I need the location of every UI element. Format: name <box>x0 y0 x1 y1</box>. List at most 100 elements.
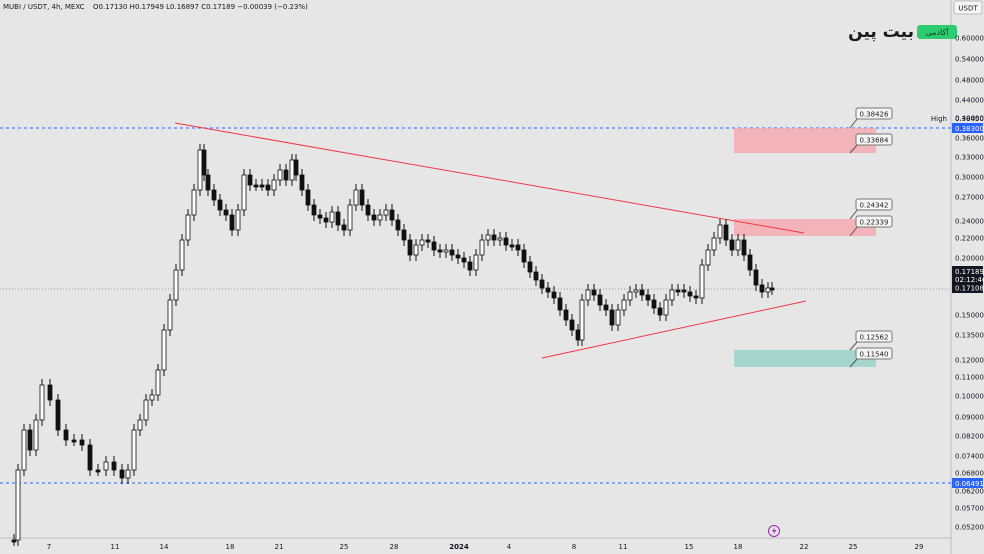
support-zone[interactable] <box>734 350 876 367</box>
candle-body <box>533 271 539 281</box>
resistance-zone-lower[interactable] <box>734 219 876 236</box>
candle-body <box>717 224 723 239</box>
symbol-title[interactable]: MUBI / USDT, 4h, MEXC <box>3 3 85 11</box>
candle-body <box>167 299 173 331</box>
callout-zone1-bottom: 0.33684 <box>855 133 893 146</box>
candle-body <box>401 229 407 241</box>
y-tick-label: 0.05200 <box>955 524 984 532</box>
candle-body <box>383 209 389 216</box>
x-tick-label: 28 <box>390 543 399 551</box>
y-tick-label: 0.20000 <box>955 255 984 263</box>
candle-body <box>759 284 765 293</box>
y-tick-label: 0.08200 <box>955 433 984 441</box>
candle-body <box>485 234 491 241</box>
y-tick-label: 0.09000 <box>955 414 984 422</box>
candle-body <box>407 239 413 256</box>
last-price-text: 0.17108 <box>955 285 984 293</box>
countdown-text: 02:12:46 <box>955 276 984 284</box>
candle-body <box>155 369 161 396</box>
candle-body <box>197 149 203 191</box>
candle-body <box>323 217 329 223</box>
candle-body <box>389 209 395 221</box>
y-tick-label: 0.22000 <box>955 235 984 243</box>
candle-body <box>765 287 771 293</box>
candle-body <box>21 429 27 471</box>
candle-body <box>503 237 509 246</box>
candle-body <box>335 211 341 226</box>
candle-body <box>431 241 437 251</box>
level-high-tag <box>952 123 983 133</box>
candle-body <box>509 244 515 248</box>
candle-body <box>687 291 693 297</box>
x-tick-label: 2024 <box>449 543 469 551</box>
callout-zone1-bottom-text: 0.33684 <box>860 137 889 145</box>
candle-body <box>111 461 117 471</box>
y-tick-label: 0.05700 <box>955 505 984 513</box>
candle-body <box>521 249 527 263</box>
candle-body <box>705 249 711 266</box>
candle-body <box>217 199 223 211</box>
candle-body <box>443 249 449 253</box>
candle-body <box>299 174 305 191</box>
candle-body <box>585 289 591 301</box>
candle-body <box>735 239 741 251</box>
x-tick-label: 15 <box>685 543 694 551</box>
candle-body <box>539 279 545 289</box>
x-tick-label: 7 <box>47 543 51 551</box>
x-tick-label: 11 <box>111 543 120 551</box>
y-tick-label: 0.30000 <box>955 174 984 182</box>
candle-body <box>747 254 753 271</box>
candle-body <box>527 261 533 273</box>
candle-body <box>235 209 241 231</box>
x-axis[interactable]: 7 11 14 18 21 25 28 2024 4 8 11 15 18 22 25 29 <box>47 543 924 551</box>
candle-body <box>669 289 675 301</box>
candle-body <box>253 184 259 188</box>
candle-body <box>125 469 131 479</box>
candle-body <box>651 299 657 309</box>
candle-body <box>479 239 485 256</box>
candle-body <box>753 269 759 286</box>
candle-body <box>179 239 185 271</box>
candle-body <box>283 169 289 181</box>
candle-body <box>247 174 253 186</box>
candle-body <box>395 219 401 231</box>
y-tick-label: 0.40000 <box>955 115 984 123</box>
candle-body <box>137 419 143 431</box>
ascending-trendline[interactable] <box>541 300 807 359</box>
candle-body <box>633 289 639 293</box>
y-tick-label: 0.27000 <box>955 194 984 202</box>
watermark-badge-text: آکادمی <box>926 27 950 37</box>
y-tick-label: 0.13500 <box>955 332 984 340</box>
candle-body <box>119 469 125 479</box>
candle-body <box>103 461 109 471</box>
x-tick-label: 29 <box>915 543 924 551</box>
x-tick-label: 21 <box>275 543 284 551</box>
candle-body <box>173 269 179 301</box>
candle-body <box>699 264 705 299</box>
candle-body <box>723 224 729 241</box>
candle-body <box>27 429 33 451</box>
currency-button[interactable] <box>953 0 983 15</box>
x-tick-label: 18 <box>734 543 743 551</box>
resistance-zone-upper[interactable] <box>734 128 876 153</box>
y-tick-label: 0.07400 <box>955 453 984 461</box>
current-price-text: 0.17189 <box>955 268 984 276</box>
candle-body <box>455 254 461 259</box>
candle-body <box>205 174 211 191</box>
candle-body <box>515 244 521 251</box>
candle-body <box>663 299 669 316</box>
candle-body <box>305 189 311 206</box>
descending-trendline[interactable] <box>174 122 805 234</box>
candle-body <box>579 299 585 341</box>
candle-body <box>353 189 359 206</box>
y-axis[interactable]: 0.60000 0.54000 0.48000 0.44000 0.40000 0.360… <box>955 35 984 532</box>
candle-body <box>467 261 473 271</box>
y-tick-label: 0.10000 <box>955 393 984 401</box>
high-value: 0.38450 <box>955 115 984 123</box>
candle-body <box>449 249 455 256</box>
candle-body <box>591 289 597 296</box>
candle-body <box>311 204 317 216</box>
lightning-icon[interactable] <box>768 525 780 537</box>
candle-body <box>627 291 633 301</box>
